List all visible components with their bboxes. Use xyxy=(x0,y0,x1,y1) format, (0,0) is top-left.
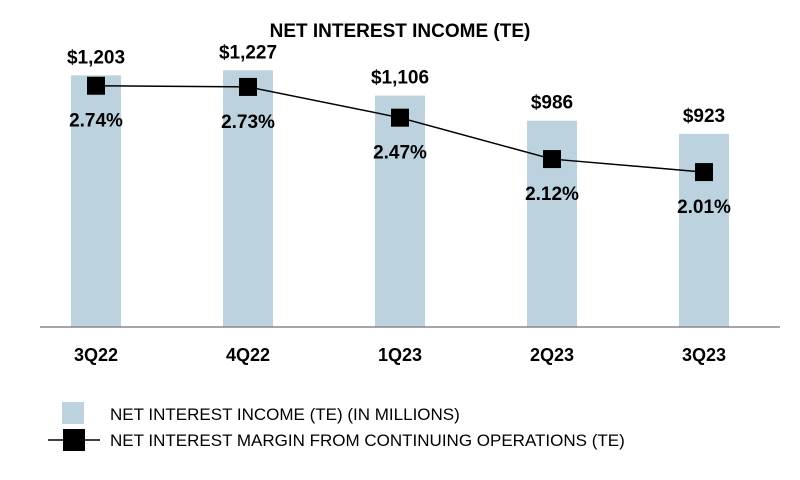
x-tick-label-3Q23: 3Q23 xyxy=(682,345,726,365)
bar-value-label-4Q22: $1,227 xyxy=(219,42,277,63)
bar-4Q22 xyxy=(223,70,273,327)
x-tick-label-4Q22: 4Q22 xyxy=(226,345,270,365)
x-tick-label-1Q23: 1Q23 xyxy=(378,345,422,365)
legend-swatch-bar xyxy=(62,402,84,424)
legend-label-line: NET INTEREST MARGIN FROM CONTINUING OPER… xyxy=(110,431,625,450)
bar-value-label-3Q22: $1,203 xyxy=(67,47,125,68)
margin-marker-3Q22 xyxy=(87,76,105,95)
margin-value-label-3Q23: 2.01% xyxy=(677,197,731,218)
legend-marker-sample xyxy=(63,429,85,451)
margin-value-label-2Q23: 2.12% xyxy=(525,184,579,205)
margin-value-label-3Q22: 2.74% xyxy=(69,111,123,132)
margin-marker-2Q23 xyxy=(543,150,561,169)
chart-title: NET INTEREST INCOME (TE) xyxy=(270,21,531,42)
bar-value-label-2Q23: $986 xyxy=(531,93,573,114)
legend: NET INTEREST INCOME (TE) (IN MILLIONS) N… xyxy=(48,402,625,451)
bar-1Q23 xyxy=(375,95,425,328)
bar-3Q22 xyxy=(71,75,121,328)
margin-marker-4Q22 xyxy=(239,77,257,96)
bar-3Q23 xyxy=(679,133,729,327)
bar-value-label-3Q23: $923 xyxy=(683,106,725,127)
margin-value-label-4Q22: 2.73% xyxy=(221,112,275,133)
margin-marker-1Q23 xyxy=(391,108,409,127)
x-tick-label-3Q22: 3Q22 xyxy=(74,345,118,365)
bar-value-label-1Q23: $1,106 xyxy=(371,68,429,89)
margin-value-label-1Q23: 2.47% xyxy=(373,143,427,164)
margin-marker-3Q23 xyxy=(695,163,713,182)
x-tick-label-2Q23: 2Q23 xyxy=(530,345,574,365)
legend-label-bar: NET INTEREST INCOME (TE) (IN MILLIONS) xyxy=(110,405,460,424)
